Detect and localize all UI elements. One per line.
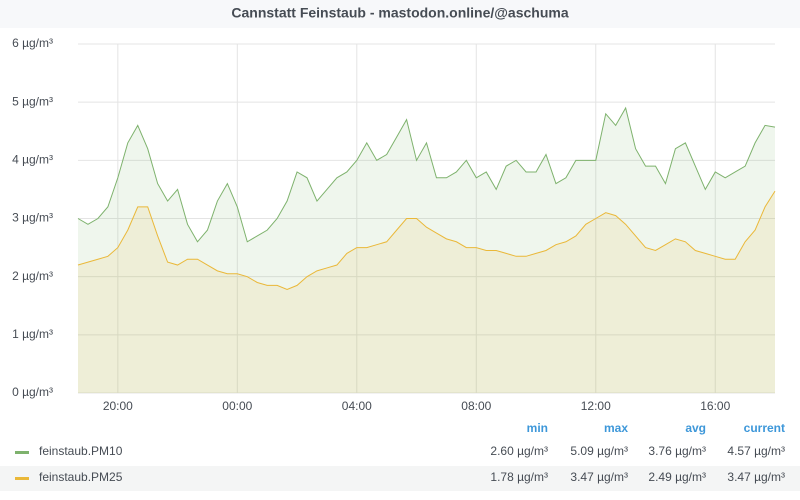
x-tick-label: 08:00 <box>461 399 491 413</box>
legend-column-header: max <box>604 421 628 435</box>
legend-column-header: current <box>744 421 785 435</box>
panel-title: Cannstatt Feinstaub - mastodon.online/@a… <box>231 5 568 21</box>
legend-stat: 4.57 µg/m³ <box>727 444 785 458</box>
y-tick-label: 4 µg/m³ <box>12 153 53 167</box>
legend-stat: 3.47 µg/m³ <box>727 470 785 484</box>
legend-column-header: avg <box>685 421 706 435</box>
legend-label: feinstaub.PM25 <box>39 470 123 484</box>
y-tick-label: 6 µg/m³ <box>12 36 53 50</box>
line <box>77 106 776 243</box>
legend-label: feinstaub.PM10 <box>39 444 123 458</box>
legend-stat: 2.49 µg/m³ <box>648 470 706 484</box>
y-tick-label: 5 µg/m³ <box>12 94 53 108</box>
panel-header <box>0 0 800 28</box>
y-tick-label: 2 µg/m³ <box>12 269 53 283</box>
line <box>77 190 776 291</box>
y-tick-label: 1 µg/m³ <box>12 327 53 341</box>
legend-swatch <box>15 477 29 480</box>
legend-stat: 2.60 µg/m³ <box>490 444 548 458</box>
legend-stat: 1.78 µg/m³ <box>490 470 548 484</box>
y-tick-label: 0 µg/m³ <box>12 385 53 399</box>
legend-column-header: min <box>527 421 548 435</box>
legend-swatch <box>15 451 29 454</box>
y-tick-label: 3 µg/m³ <box>12 211 53 225</box>
area <box>78 107 775 393</box>
x-tick-label: 20:00 <box>103 399 133 413</box>
area <box>78 191 775 393</box>
x-tick-label: 00:00 <box>222 399 252 413</box>
legend-row-bg <box>0 466 800 491</box>
x-tick-label: 12:00 <box>581 399 611 413</box>
legend-stat: 5.09 µg/m³ <box>570 444 628 458</box>
x-tick-label: 04:00 <box>342 399 372 413</box>
legend-stat: 3.47 µg/m³ <box>570 470 628 484</box>
x-tick-label: 16:00 <box>700 399 730 413</box>
legend-stat: 3.76 µg/m³ <box>648 444 706 458</box>
